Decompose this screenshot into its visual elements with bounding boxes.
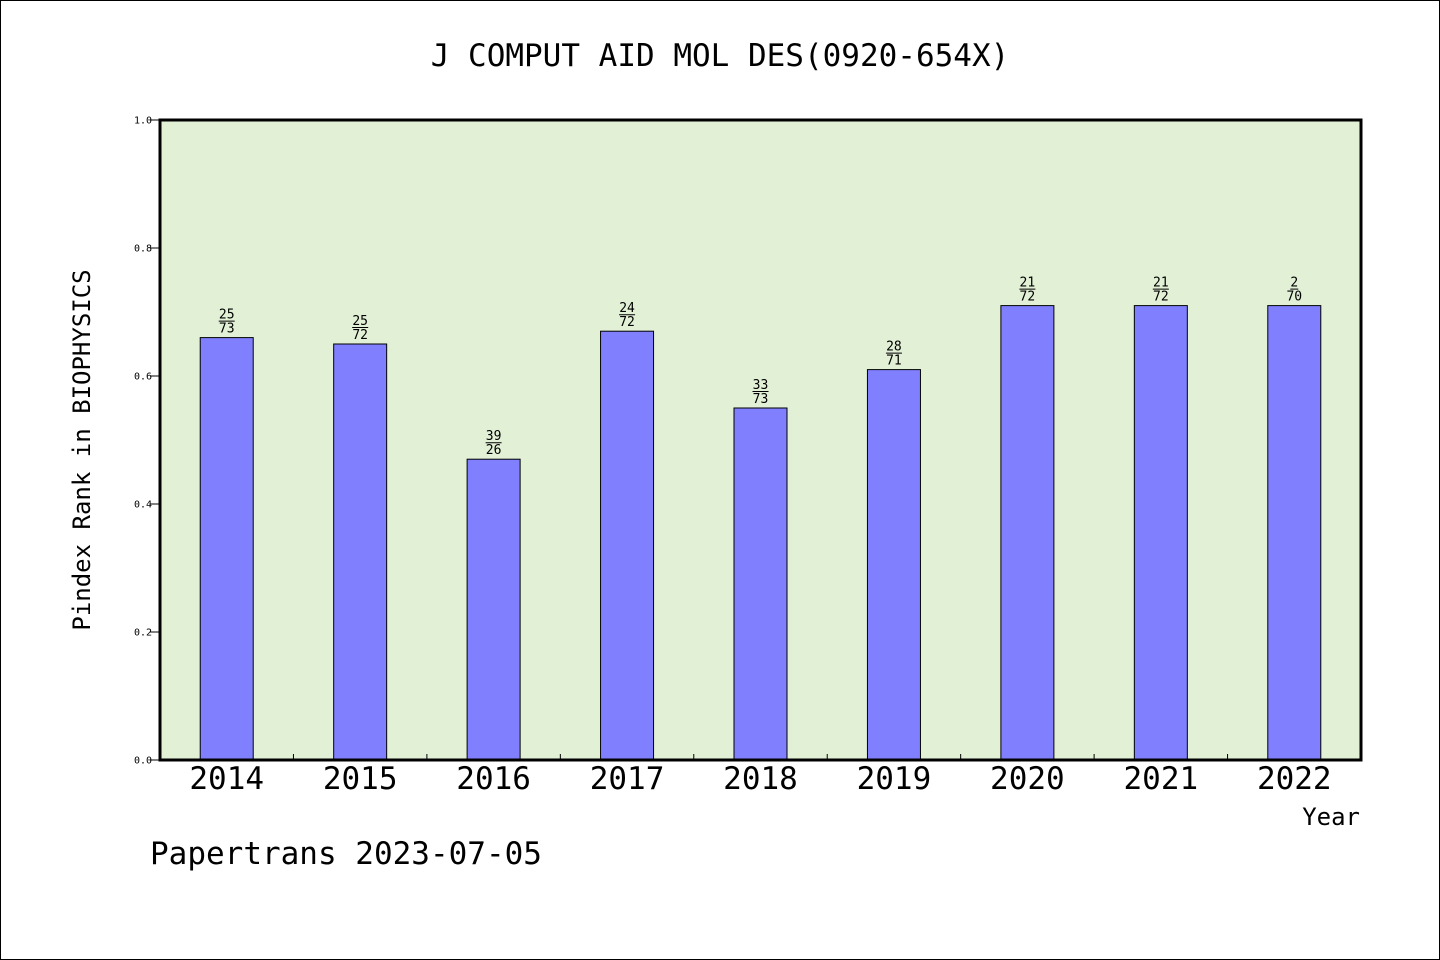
x-tick-label: 2016 — [456, 761, 531, 797]
bar-rank-label: 2 — [1290, 276, 1298, 291]
x-axis: 2014 2015 2016 2017 2018 2019 2020 2021 2022 — [189, 754, 1332, 797]
bar-total-label: 26 — [486, 443, 502, 458]
x-tick-label: 2014 — [189, 761, 264, 797]
x-tick-label: 2015 — [323, 761, 398, 797]
bar-rank-label: 39 — [486, 429, 502, 444]
x-tick-label: 2019 — [857, 761, 932, 797]
y-tick-label: 0.8 — [134, 244, 152, 255]
bar-total-label: 72 — [352, 328, 368, 343]
bar-2015 — [333, 343, 388, 761]
y-tick-label: 1.0 — [134, 116, 152, 127]
bar-rank-label: 25 — [219, 308, 235, 323]
x-tick-label: 2022 — [1257, 761, 1332, 797]
bar-2016 — [466, 458, 521, 761]
y-tick-label: 0.2 — [134, 628, 152, 639]
bar-rank-label: 33 — [753, 378, 769, 393]
bar-total-label: 73 — [753, 392, 769, 407]
bar-total-label: 70 — [1286, 290, 1302, 305]
y-axis-label: Pindex Rank in BIOPHYSICS — [68, 269, 96, 630]
x-tick-label: 2021 — [1124, 761, 1199, 797]
x-axis-label: Year — [1302, 803, 1360, 831]
bar-2018 — [733, 407, 788, 761]
bar-2020 — [1000, 305, 1055, 761]
bar-rank-label: 21 — [1153, 276, 1169, 291]
bar-2019 — [866, 369, 921, 761]
bar-total-label: 73 — [219, 322, 235, 337]
x-tick-label: 2018 — [723, 761, 798, 797]
bar-total-label: 72 — [1153, 290, 1169, 305]
y-axis: 0.0 0.2 0.4 0.6 0.8 1.0 — [134, 116, 160, 767]
bar-2021 — [1133, 305, 1188, 761]
bar-rank-label: 28 — [886, 340, 902, 355]
bar-total-label: 72 — [619, 315, 635, 330]
bar-total-label: 71 — [886, 354, 902, 369]
bar-rank-label: 21 — [1020, 276, 1036, 291]
bar-total-label: 72 — [1020, 290, 1036, 305]
footer-credit: Papertrans 2023-07-05 — [150, 836, 542, 872]
y-tick-label: 0.6 — [134, 372, 152, 383]
y-tick-label: 0.0 — [134, 756, 152, 767]
x-tick-label: 2020 — [990, 761, 1065, 797]
y-tick-label: 0.4 — [134, 500, 152, 511]
bar-rank-label: 24 — [619, 301, 635, 316]
chart-title: J COMPUT AID MOL DES(0920-654X) — [431, 38, 1010, 74]
bar-rank-label: 25 — [352, 314, 368, 329]
bar-2022 — [1267, 305, 1322, 761]
bar-series — [199, 305, 1322, 761]
plot-border — [158, 118, 1363, 762]
bar-2017 — [600, 330, 655, 761]
bar-2014 — [199, 337, 254, 761]
x-tick-label: 2017 — [590, 761, 665, 797]
